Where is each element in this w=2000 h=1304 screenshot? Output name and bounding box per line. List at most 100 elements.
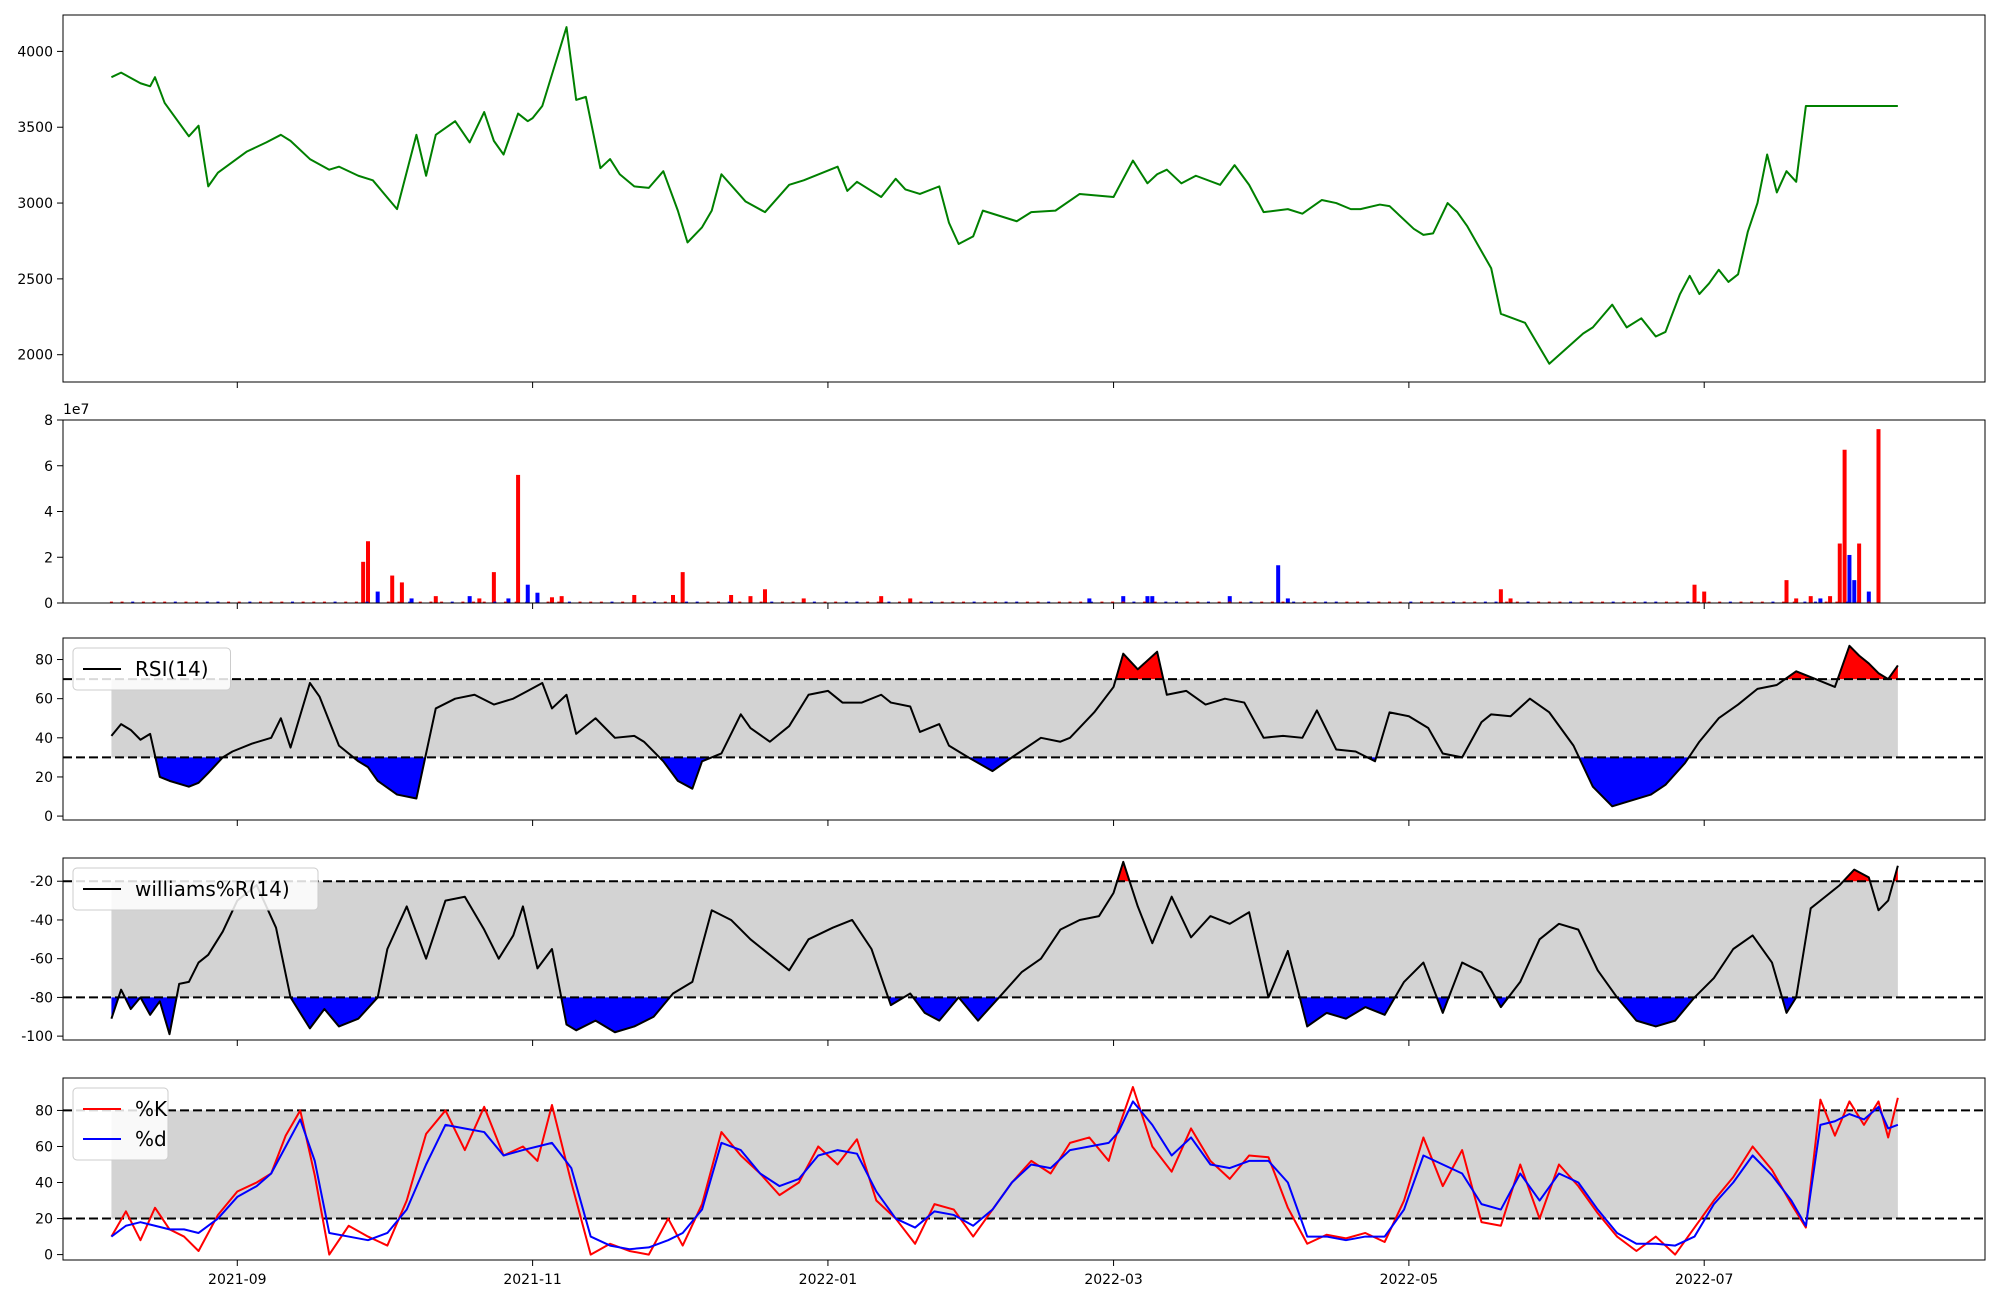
volume-bar	[482, 601, 486, 603]
volume-bar	[514, 601, 518, 603]
volume-bar	[1590, 601, 1594, 603]
volume-bar	[1498, 589, 1503, 603]
y-tick-label: -20	[30, 874, 53, 890]
volume-bar	[1270, 601, 1274, 603]
volume-bar	[1451, 601, 1455, 603]
volume-bar	[621, 601, 625, 603]
volume-bar	[1760, 601, 1764, 603]
y-tick-label: -80	[30, 990, 53, 1006]
volume-bar	[493, 601, 497, 603]
volume-bar	[1808, 596, 1813, 603]
volume-bar	[1121, 601, 1125, 603]
volume-bar	[748, 596, 753, 603]
volume-bar	[729, 594, 734, 603]
volume-bar	[386, 601, 390, 603]
volume-bar	[312, 601, 316, 603]
volume-bar	[237, 601, 241, 603]
volume-bar	[535, 601, 539, 603]
volume-bar	[770, 601, 774, 603]
volume-bar	[559, 596, 564, 603]
volume-bar	[1856, 601, 1860, 603]
volume-bar	[525, 584, 530, 603]
volume-bar	[1345, 601, 1349, 603]
volume-bar	[1654, 601, 1658, 603]
volume-bar	[1025, 601, 1029, 603]
volume-bar	[450, 601, 454, 603]
volume-bar	[1281, 601, 1285, 603]
volume-bar	[557, 601, 561, 603]
volume-bar	[1292, 601, 1296, 603]
volume-bar	[344, 601, 348, 603]
volume-bar	[1324, 601, 1328, 603]
stochastic-legend	[72, 1087, 169, 1161]
volume-bar	[1707, 601, 1711, 603]
volume-bar	[1837, 543, 1842, 603]
volume-bar	[1462, 601, 1466, 603]
volume-bar	[1750, 601, 1754, 603]
volume-bar	[418, 601, 422, 603]
oversold-fill-3	[290, 997, 378, 1029]
panel-frame-4	[62, 1077, 1986, 1261]
volume-bar	[879, 596, 884, 603]
volume-bar	[1419, 601, 1423, 603]
volume-bar	[1079, 601, 1083, 603]
volume-bar	[1377, 601, 1381, 603]
volume-bar	[433, 596, 438, 603]
panel-frame-0	[62, 14, 1986, 383]
volume-bar	[855, 601, 859, 603]
volume-bar	[131, 601, 135, 603]
volume-bar	[1398, 601, 1402, 603]
band-fill-2	[111, 679, 1898, 758]
y-tick-label: 0	[44, 809, 53, 825]
overbought-fill-1	[1843, 869, 1870, 882]
y-tick-label: 6	[44, 459, 53, 475]
oversold-fill-1	[124, 997, 141, 1010]
volume-bar	[1696, 601, 1700, 603]
volume-bar	[1057, 601, 1061, 603]
volume-bar	[1068, 601, 1072, 603]
oversold-fill-3	[968, 757, 1012, 772]
volume-bar	[1643, 601, 1647, 603]
volume-bar	[1150, 596, 1155, 603]
x-tick-label: 2022-05	[1380, 1272, 1439, 1288]
volume-bar	[1852, 580, 1857, 603]
volume-bar	[1111, 601, 1115, 603]
x-tick-label: 2022-07	[1675, 1272, 1734, 1288]
volume-bar	[506, 598, 511, 603]
volume-bar	[823, 601, 827, 603]
volume-bar	[567, 601, 571, 603]
volume-bar	[1153, 601, 1157, 603]
volume-bar	[1847, 554, 1852, 603]
volume-bar	[671, 594, 676, 603]
volume-bar	[399, 582, 404, 603]
volume-bar	[290, 601, 294, 603]
x-tick-label: 2022-01	[799, 1272, 858, 1288]
volume-bar	[1579, 601, 1583, 603]
legend-label: williams%R(14)	[135, 877, 290, 901]
volume-bar	[361, 561, 366, 603]
volume-bar	[173, 601, 177, 603]
y-tick-label: 4000	[17, 44, 53, 60]
volume-bar	[1260, 601, 1264, 603]
volume-bar	[717, 601, 721, 603]
volume-bar	[109, 601, 113, 603]
volume-bar	[1632, 601, 1636, 603]
volume-bar	[152, 601, 156, 603]
volume-bar	[1185, 601, 1189, 603]
volume-bar	[1228, 601, 1232, 603]
y-tick-label: 40	[35, 731, 53, 747]
volume-bar	[1196, 601, 1200, 603]
volume-bar	[354, 601, 358, 603]
volume-bar	[1818, 598, 1823, 603]
volume-bar	[1686, 601, 1690, 603]
volume-bar	[1842, 449, 1847, 603]
volume-bar	[461, 601, 465, 603]
volume-bar	[1675, 601, 1679, 603]
band-fill-4	[111, 1110, 1898, 1219]
volume-bar	[908, 601, 912, 603]
volume-bar	[961, 601, 965, 603]
volume-bar	[1366, 601, 1370, 603]
volume-bar	[876, 601, 880, 603]
volume-bar	[477, 598, 482, 603]
volume-bar	[1702, 591, 1707, 603]
